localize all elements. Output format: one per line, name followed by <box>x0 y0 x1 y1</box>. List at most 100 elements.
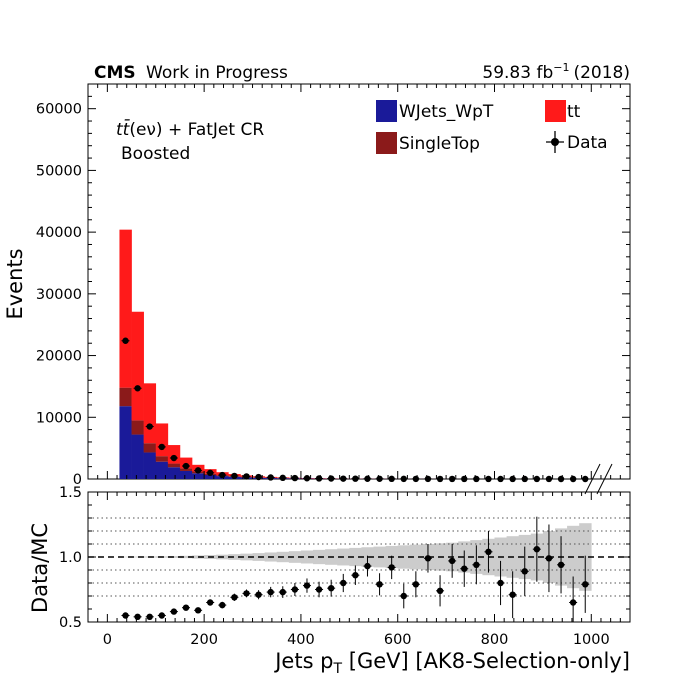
data-point-3 <box>158 443 165 451</box>
ratio-point-12 <box>267 588 274 596</box>
mc-unc-bin-9 <box>228 554 241 560</box>
ratio-point-7 <box>206 599 214 606</box>
data-point-35 <box>545 475 553 483</box>
mc-unc-bin-4 <box>167 556 181 558</box>
region-channel: (eν) + FatJet CR <box>129 120 264 140</box>
x-title-main: Jets p <box>273 649 333 673</box>
lumi-exponent: −1 <box>553 61 569 74</box>
bar-wjets_wpt-3 <box>155 461 169 479</box>
mc-unc-bin-14 <box>288 551 302 563</box>
ratio-point-16 <box>315 586 323 593</box>
bar-wjets_wpt-0 <box>119 406 132 479</box>
data-point-1 <box>134 385 141 392</box>
ratio-point-10 <box>243 590 250 597</box>
y-tick-label-1: 10000 <box>36 410 82 426</box>
bar-wjets_wpt-2 <box>143 452 157 479</box>
data-point-26 <box>436 475 444 483</box>
ratio-point-38 <box>582 581 589 588</box>
ratio-point-30 <box>485 548 492 555</box>
ratio-point-18 <box>340 579 347 587</box>
ratio-point-0 <box>122 612 129 619</box>
main-x-ticks <box>87 84 631 479</box>
ratio-point-19 <box>352 572 359 579</box>
data-point-36 <box>557 475 565 483</box>
mc-unc-bin-10 <box>240 553 253 561</box>
legend-label-wjets: WJets_WpT <box>399 102 494 122</box>
mc-unc-bin-19 <box>349 547 362 567</box>
data-point-24 <box>412 475 420 483</box>
mc-unc-bin-1 <box>131 556 144 558</box>
legend-label-tt: tt <box>567 102 581 122</box>
data-point-7 <box>206 469 214 477</box>
bar-wjets_wpt-6 <box>192 473 205 479</box>
ratio-point-26 <box>436 587 444 594</box>
bar-singletop-5 <box>179 468 193 471</box>
data-point-38 <box>582 475 589 483</box>
data-point-14 <box>291 474 299 482</box>
bar-wjets_wpt-4 <box>167 467 181 479</box>
data-point-2 <box>146 423 153 430</box>
x-tick-label-3: 600 <box>384 632 412 648</box>
x-title-sub: T <box>333 661 343 677</box>
lumi-value: 59.83 fb <box>482 63 553 83</box>
legend-label-data: Data <box>567 133 608 153</box>
stacked-bars <box>119 229 592 479</box>
region-label-line2: Boosted <box>121 144 190 164</box>
legend-swatch-singletop <box>376 132 397 154</box>
ratio-point-27 <box>448 557 456 565</box>
data-point-30 <box>485 475 492 483</box>
ratio-point-33 <box>521 568 528 575</box>
mc-unc-bin-5 <box>179 555 193 559</box>
legend-label-singletop: SingleTop <box>399 134 480 154</box>
data-point-17 <box>327 475 335 482</box>
axis-break-marks <box>584 463 613 495</box>
data-point-21 <box>376 475 383 482</box>
data-point-23 <box>400 475 407 483</box>
ratio-y-axis-title: Data/MC <box>28 523 52 613</box>
ratio-x-ticks: 0 200 400 600 800 1000 <box>87 492 631 648</box>
bar-tt-3 <box>155 423 169 457</box>
data-markers <box>121 337 590 483</box>
data-point-11 <box>255 473 262 481</box>
ratio-y-tick-label-0: 0.5 <box>59 615 82 631</box>
data-point-33 <box>521 475 528 483</box>
x-tick-label-2: 400 <box>287 632 315 648</box>
ratio-point-6 <box>194 607 202 614</box>
data-point-5 <box>182 462 190 470</box>
ratio-point-11 <box>255 591 262 598</box>
x-title-tail: [GeV] [AK8-Selection-only] <box>342 649 630 673</box>
ratio-point-32 <box>509 591 516 598</box>
header-luminosity: 59.83 fb−1 (2018) <box>482 61 630 83</box>
region-label-line1: tt̄(eν) + FatJet CR <box>116 118 264 140</box>
header-experiment: CMS <box>94 63 136 83</box>
y-tick-label-5: 50000 <box>36 163 82 179</box>
bar-singletop-3 <box>155 456 169 462</box>
ratio-point-3 <box>158 612 165 619</box>
ratio-point-1 <box>134 613 141 620</box>
data-point-4 <box>170 454 178 462</box>
ratio-point-23 <box>400 592 407 600</box>
mc-unc-bin-0 <box>119 556 132 558</box>
data-point-15 <box>303 475 311 482</box>
legend: WJets_WpT tt SingleTop Data <box>376 100 608 154</box>
data-point-10 <box>243 473 250 480</box>
main-y-ticks: 0 10000 20000 30000 40000 50000 60000 <box>36 95 630 488</box>
bar-tt-2 <box>143 383 157 444</box>
ratio-panel: 0 200 400 600 800 1000 0.5 1.0 1.5 <box>59 485 631 648</box>
ratio-point-17 <box>327 585 335 592</box>
ratio-point-21 <box>376 581 383 588</box>
ratio-point-14 <box>291 586 299 593</box>
ratio-y-ticks: 0.5 1.0 1.5 <box>59 485 630 631</box>
ratio-point-31 <box>497 579 504 587</box>
x-tick-label-4: 800 <box>481 632 509 648</box>
ratio-point-5 <box>182 604 190 611</box>
ratio-markers <box>121 516 590 622</box>
region-ttbar: tt̄ <box>116 118 131 140</box>
ratio-point-22 <box>388 564 395 571</box>
data-point-12 <box>267 474 274 481</box>
data-point-18 <box>340 475 347 482</box>
bar-wjets_wpt-1 <box>131 434 144 479</box>
y-tick-label-2: 20000 <box>36 349 82 365</box>
ratio-point-4 <box>170 608 178 615</box>
